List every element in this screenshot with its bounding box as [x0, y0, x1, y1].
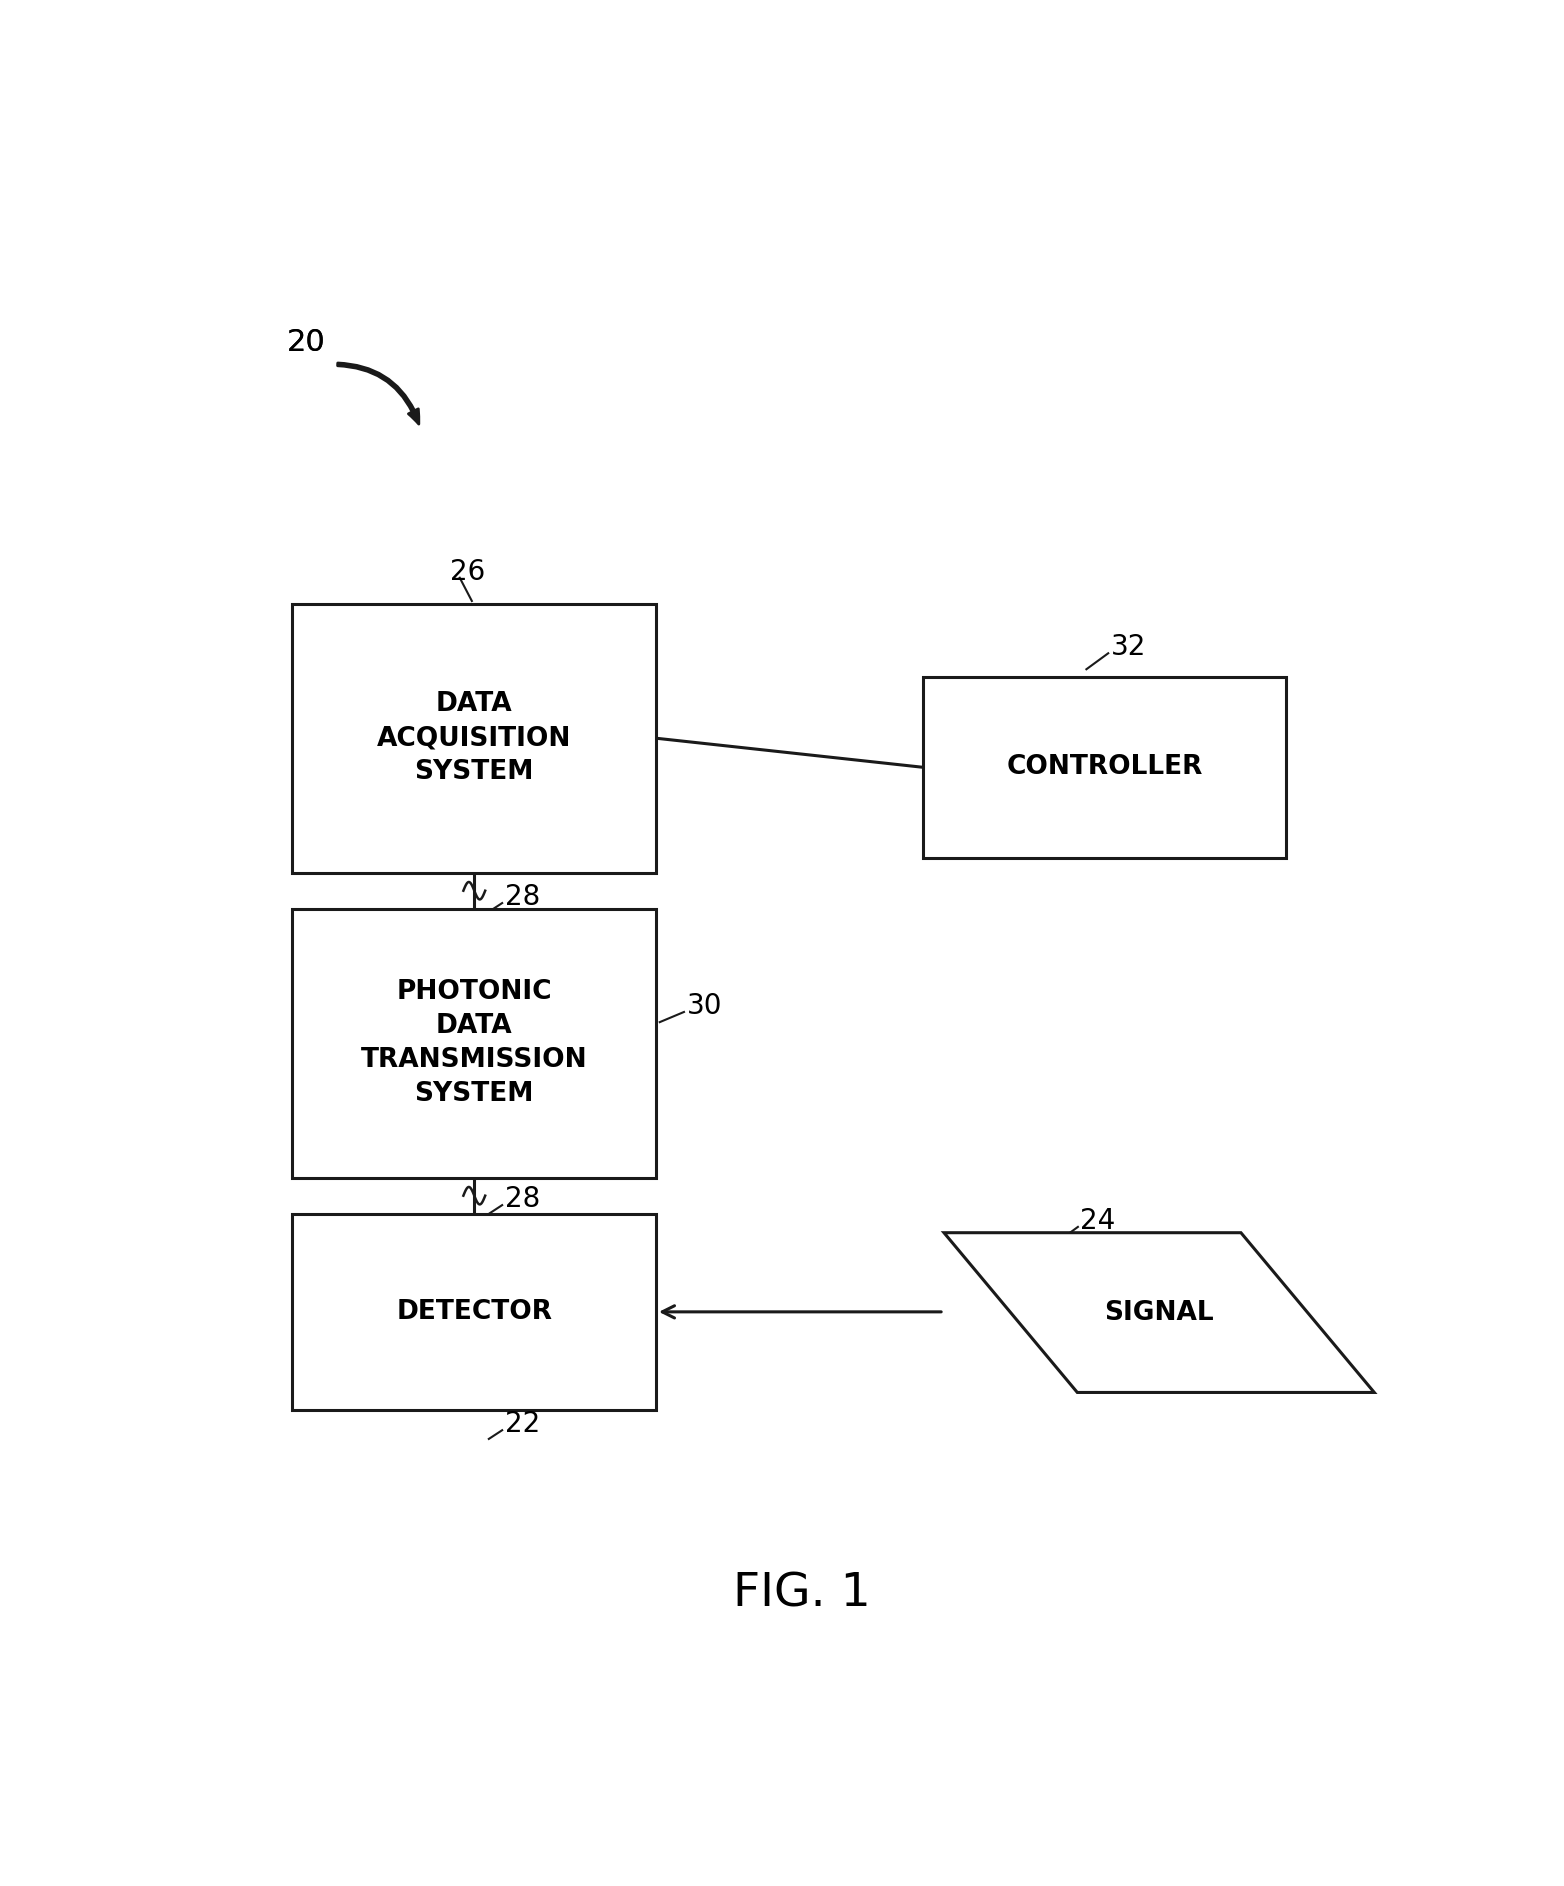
Text: 20: 20 — [286, 328, 325, 356]
Text: 32: 32 — [1110, 634, 1146, 662]
Text: DETECTOR: DETECTOR — [396, 1299, 552, 1324]
FancyArrowPatch shape — [338, 362, 419, 424]
Text: 28: 28 — [505, 1184, 540, 1213]
Text: 30: 30 — [687, 992, 723, 1020]
Text: CONTROLLER: CONTROLLER — [1006, 754, 1203, 781]
Bar — [292, 604, 657, 873]
Bar — [923, 677, 1287, 858]
Text: PHOTONIC
DATA
TRANSMISSION
SYSTEM: PHOTONIC DATA TRANSMISSION SYSTEM — [361, 979, 588, 1107]
Polygon shape — [945, 1233, 1375, 1392]
Text: FIG. 1: FIG. 1 — [732, 1571, 871, 1616]
Bar — [292, 909, 657, 1177]
Bar — [292, 1215, 657, 1411]
Text: 22: 22 — [505, 1411, 540, 1439]
Text: DATA
ACQUISITION
SYSTEM: DATA ACQUISITION SYSTEM — [377, 692, 571, 785]
Text: 20: 20 — [286, 328, 325, 356]
Text: 26: 26 — [450, 558, 485, 587]
Text: 24: 24 — [1081, 1207, 1115, 1235]
Text: 28: 28 — [505, 883, 540, 911]
Text: SIGNAL: SIGNAL — [1104, 1299, 1214, 1326]
